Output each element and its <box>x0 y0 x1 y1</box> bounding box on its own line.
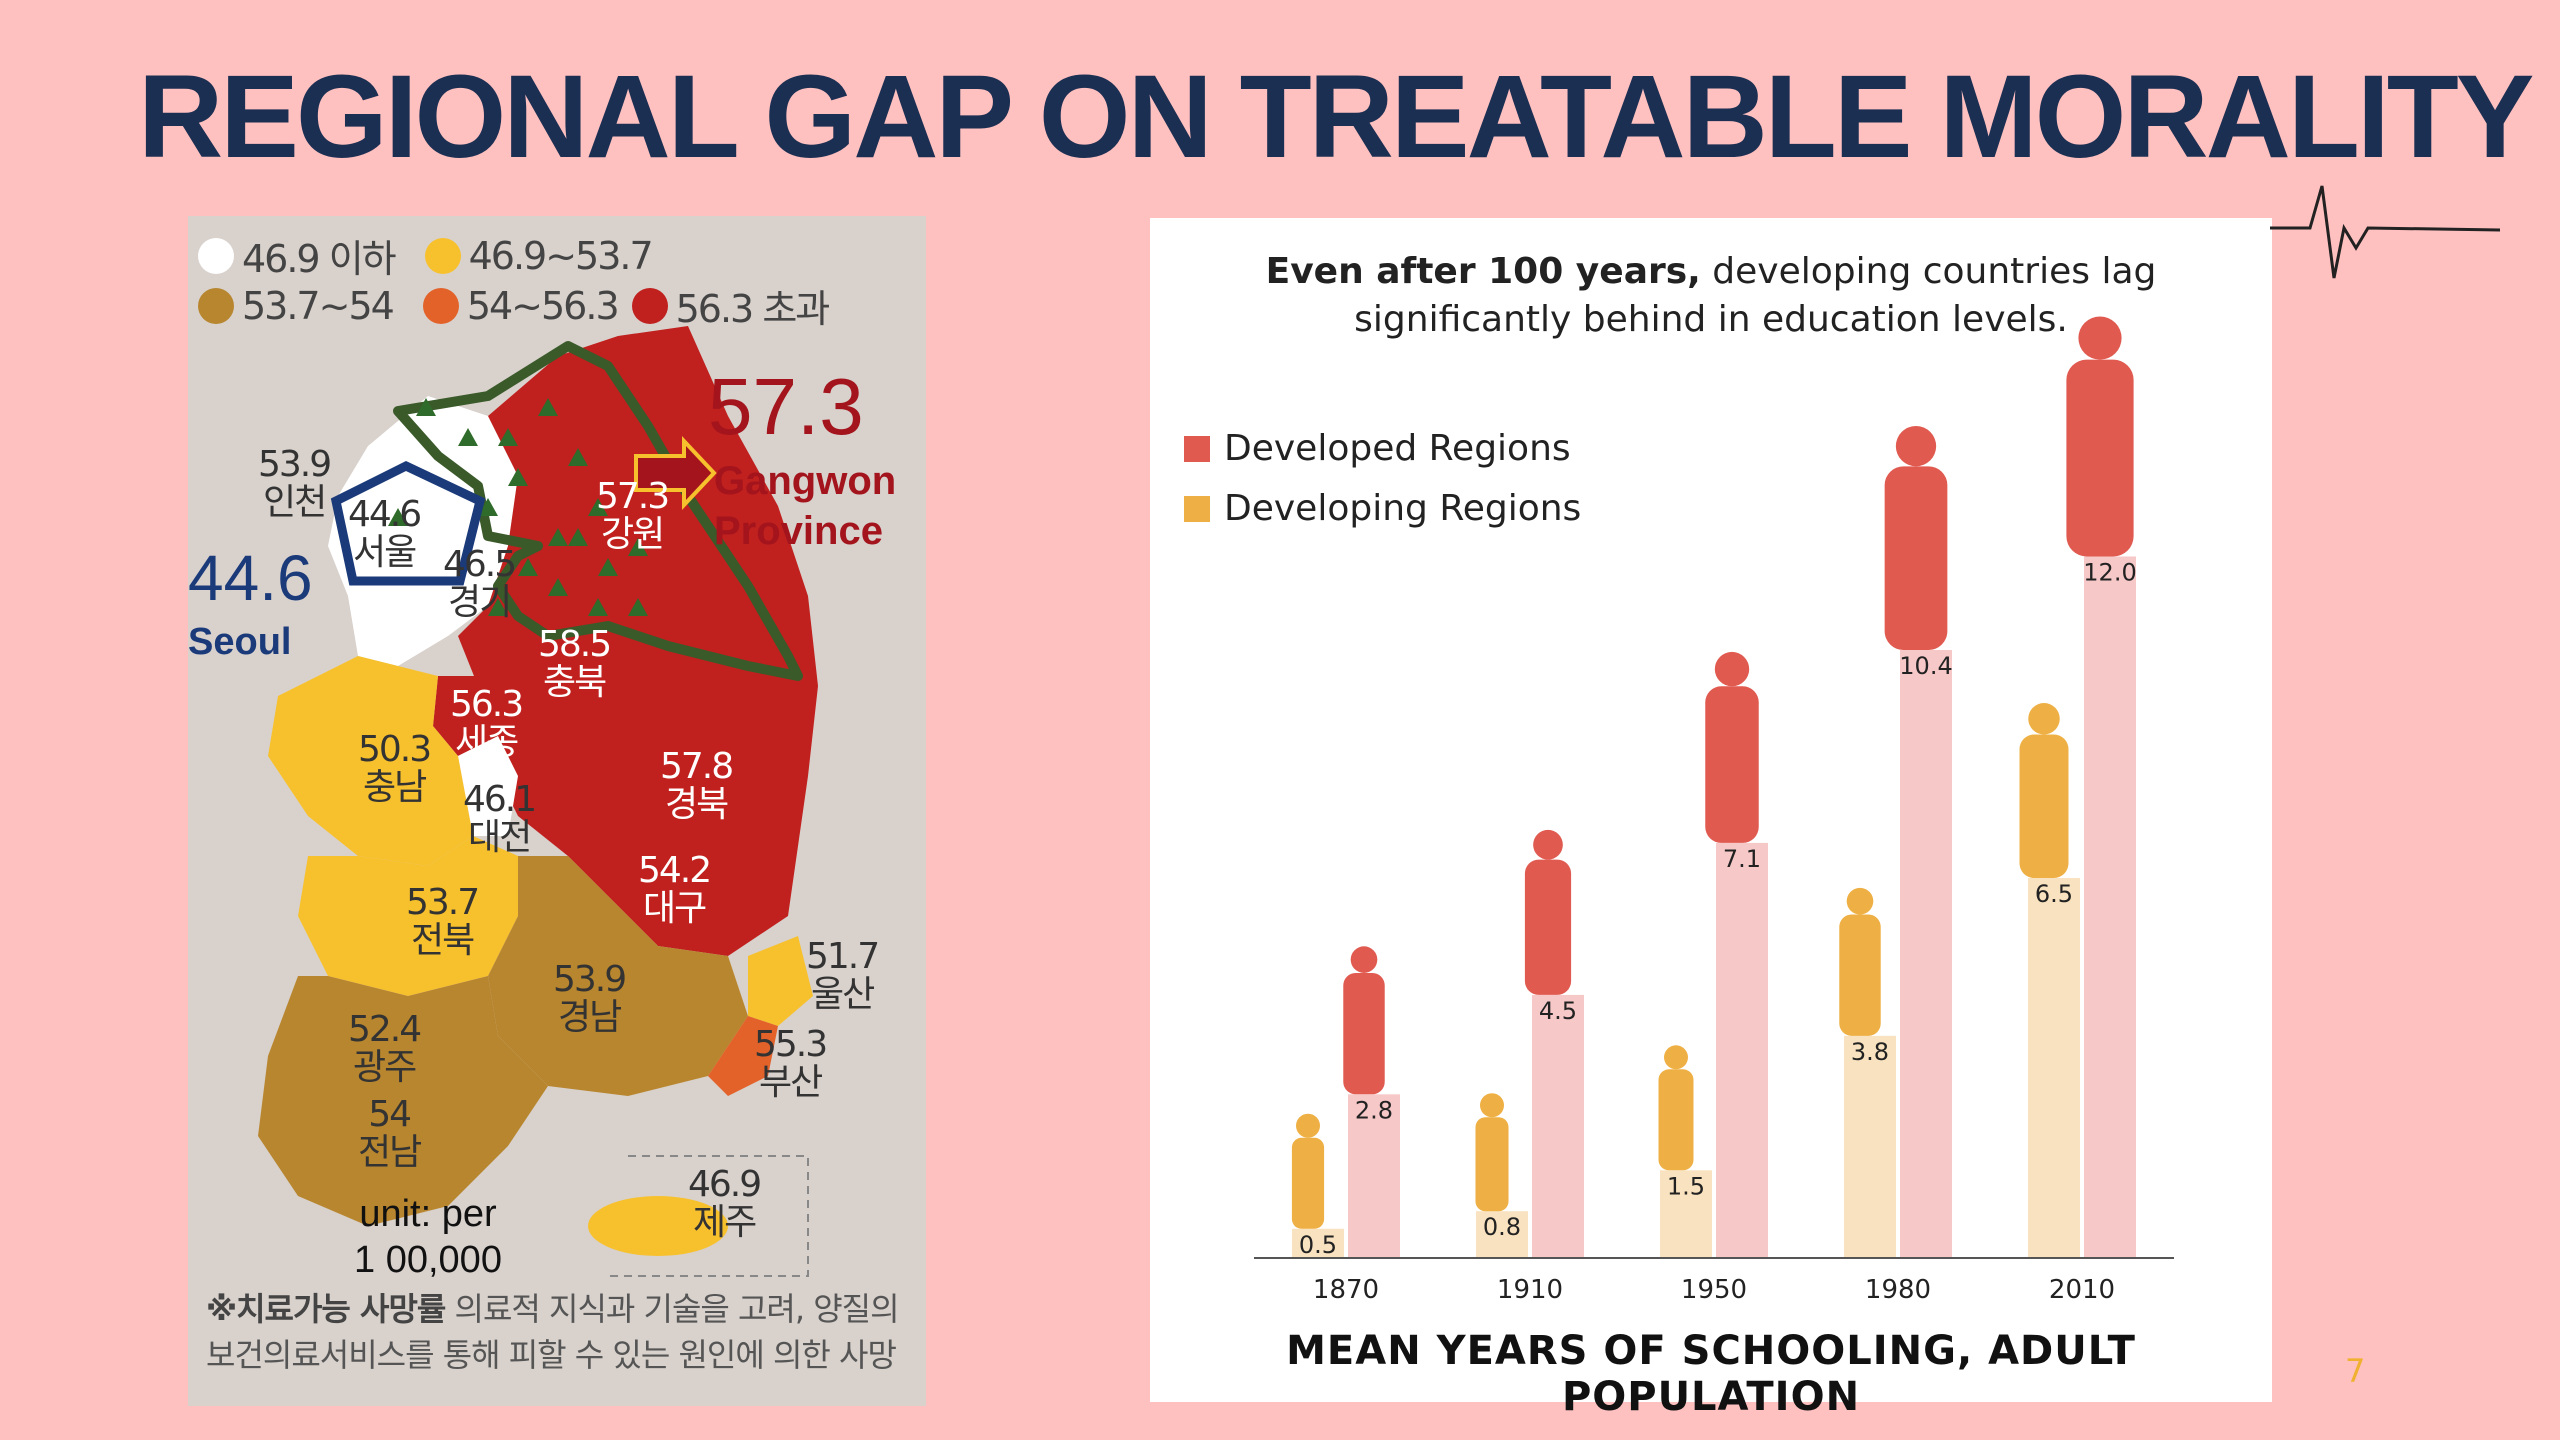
korea-map-panel: 46.9 이하 46.9~53.7 53.7~54 54~56.3 56.3 초… <box>188 216 926 1406</box>
legend-label: 53.7~54 <box>242 283 395 328</box>
legend-label: 46.9 이하 <box>242 237 397 281</box>
bar-developing <box>1660 1170 1712 1258</box>
bar-developed <box>1716 842 1768 1258</box>
region-daejeon-shape <box>458 736 518 836</box>
value-label-developing: 3.8 <box>1851 1038 1889 1066</box>
region-label-gyeongnam: 53.9 경남 <box>553 959 627 1038</box>
seoul-label: Seoul <box>188 621 292 663</box>
region-chungnam-shape <box>268 656 473 866</box>
region-sejong-shape <box>433 676 498 756</box>
legend-label: 56.3 초과 <box>675 287 831 331</box>
x-tick-label: 1950 <box>1681 1275 1747 1305</box>
bar-developed <box>1900 650 1952 1258</box>
map-footnote: ※치료가능 사망률 의료적 지식과 기술을 고려, 양질의 보건의료서비스를 통… <box>206 1290 900 1374</box>
x-tick-label: 1980 <box>1865 1275 1931 1305</box>
legend-dot-white <box>198 237 234 274</box>
region-busan-shape <box>708 1016 778 1096</box>
x-tick-label: 2010 <box>2049 1275 2115 1305</box>
seoul-value: 44.6 <box>188 542 313 614</box>
region-gyeongnam-shape <box>488 856 748 1096</box>
schooling-bar-chart: 2.8 0.5 1870 4.5 0.8 1910 7.1 1.5 1950 10.4 3.8 198… <box>1254 316 2174 1305</box>
region-label-chungbuk: 58.5 충북 <box>538 624 612 703</box>
figure-developing <box>1291 1113 1325 1229</box>
region-label-ulsan: 51.7 울산 <box>806 936 880 1015</box>
schooling-chart-panel: Even after 100 years, developing countri… <box>1150 218 2272 1420</box>
figure-developed <box>1705 651 1759 843</box>
region-jeonnam-shape <box>258 976 548 1226</box>
legend-swatch-developing <box>1184 495 1210 522</box>
arrow-icon <box>634 435 717 511</box>
legend-label: 46.9~53.7 <box>468 233 654 278</box>
value-label-developing: 0.8 <box>1483 1213 1521 1241</box>
unit-label: unit: per 1 00,000 <box>354 1193 502 1281</box>
legend-dot-red <box>631 287 668 324</box>
figure-developed <box>1343 946 1385 1095</box>
figure-developing <box>1475 1093 1509 1212</box>
value-label-developing: 0.5 <box>1299 1231 1337 1259</box>
value-label-developing: 6.5 <box>2035 880 2073 908</box>
value-label-developed: 2.8 <box>1355 1096 1393 1124</box>
gangwon-province-label: Gangwon Province <box>714 459 897 553</box>
x-tick-label: 1870 <box>1313 1275 1379 1305</box>
region-label-gyeonggi: 46.5 경기 <box>443 544 517 623</box>
heartbeat-icon <box>2270 185 2500 279</box>
page-number: 7 <box>2345 1352 2366 1390</box>
figure-developing <box>2019 703 2069 878</box>
green-triangles <box>388 398 648 616</box>
korea-map <box>258 326 818 1277</box>
legend-developing: Developing Regions <box>1184 488 1581 529</box>
region-label-jeju: 46.9 제주 <box>688 1164 762 1243</box>
region-label-busan: 55.3 부산 <box>754 1024 828 1103</box>
gangwon-outline <box>393 341 803 681</box>
region-label-sejong: 56.3 세종 <box>450 684 524 763</box>
bar-developed <box>2084 556 2136 1258</box>
region-label-gangwon: 57.3 강원 <box>596 476 670 555</box>
value-label-developed: 12.0 <box>2083 558 2136 586</box>
legend-dot-orange <box>422 287 459 324</box>
bar-developing <box>1476 1211 1528 1258</box>
bar-developing <box>1292 1228 1344 1258</box>
figure-developing <box>1658 1045 1694 1171</box>
region-jeju-shape <box>588 1196 728 1256</box>
figure-developed <box>2066 316 2134 557</box>
region-jeonbuk-shape <box>298 836 518 996</box>
figure-developing <box>1839 887 1881 1036</box>
map-legend-row-1: 46.9 이하 46.9~53.7 <box>198 228 654 283</box>
legend-swatch-developed <box>1184 435 1210 462</box>
legend-dot-yellow <box>424 237 461 274</box>
region-label-chungnam: 50.3 충남 <box>358 729 432 808</box>
bar-developed <box>1348 1094 1400 1258</box>
region-label-daegu: 54.2 대구 <box>638 850 712 929</box>
region-label-incheon: 53.9 인천 <box>258 444 332 523</box>
bar-developing <box>1844 1035 1896 1258</box>
region-label-gwangju: 52.4 광주 <box>348 1009 422 1088</box>
figure-developed <box>1884 426 1948 650</box>
value-label-developed: 10.4 <box>1899 652 1952 680</box>
chart-bottom-title: MEAN YEARS OF SCHOOLING, ADULT POPULATIO… <box>1286 1328 2136 1420</box>
region-ulsan-shape <box>748 936 813 1026</box>
legend-developed: Developed Regions <box>1184 428 1571 469</box>
region-label-gyeongbuk: 57.8 경북 <box>660 746 734 825</box>
legend-label: 54~56.3 <box>466 283 620 328</box>
legend-dot-brown <box>198 287 234 324</box>
value-label-developed: 4.5 <box>1539 997 1577 1025</box>
bar-developing <box>2028 878 2080 1258</box>
x-tick-label: 1910 <box>1497 1275 1563 1305</box>
seoul-pentagon <box>330 460 486 586</box>
value-label-developing: 1.5 <box>1667 1172 1705 1200</box>
region-gyeonggi-shape <box>328 396 518 666</box>
region-label-seoul: 44.6 서울 <box>348 494 422 573</box>
gangwon-value: 57.3 <box>708 362 864 451</box>
bar-developed <box>1532 994 1584 1258</box>
slide-title: REGIONAL GAP ON TREATABLE MORALITY <box>138 51 2535 183</box>
region-label-jeonnam: 54 전남 <box>358 1094 422 1173</box>
map-legend-row-2: 53.7~54 54~56.3 56.3 초과 <box>198 278 831 333</box>
value-label-developed: 7.1 <box>1723 845 1761 873</box>
region-label-jeonbuk: 53.7 전북 <box>406 882 480 961</box>
region-label-daejeon: 46.1 대전 <box>463 779 537 858</box>
figure-developed <box>1524 829 1572 995</box>
chart-subtitle: Even after 100 years, developing countri… <box>1265 251 2157 340</box>
